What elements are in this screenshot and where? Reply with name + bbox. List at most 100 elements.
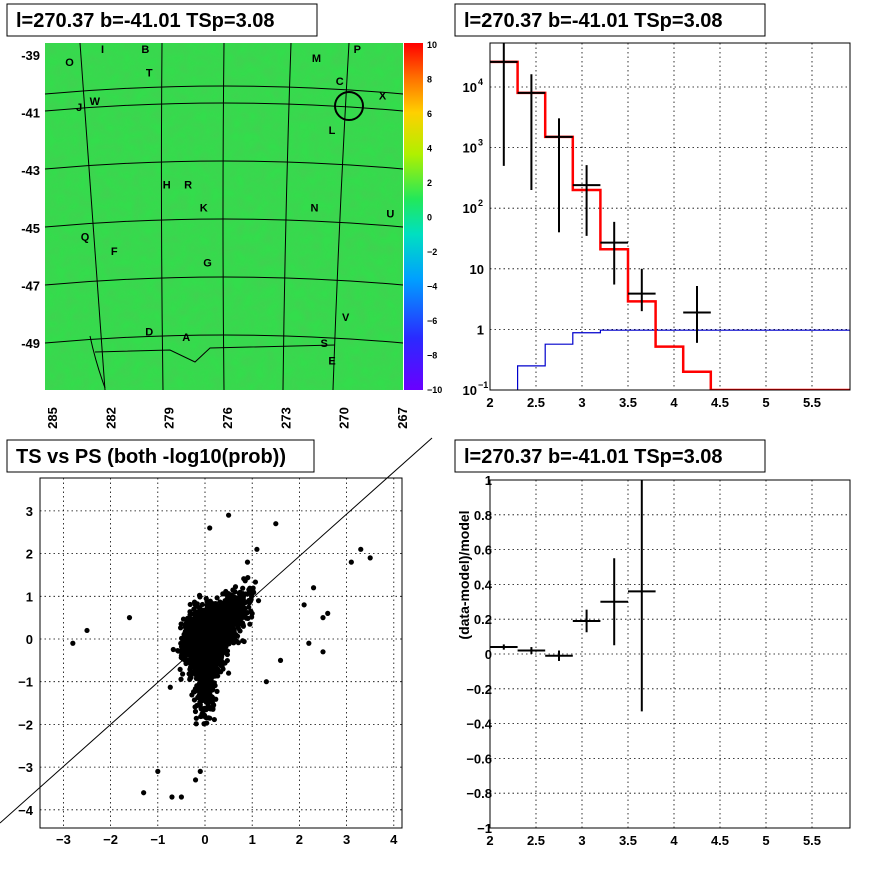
scatter-point	[198, 610, 205, 616]
scatter-point	[141, 790, 147, 796]
scatter-point	[218, 647, 224, 653]
scatter-point	[196, 592, 203, 598]
y-tick-label: −2	[18, 717, 33, 732]
data-point	[600, 221, 628, 285]
scatter-point	[211, 716, 217, 723]
scatter-point	[192, 666, 199, 672]
scatter-point	[209, 624, 216, 631]
x-tick-label: 267	[395, 407, 410, 429]
y-tick-labels: -39 -41 -43 -45 -47 -49	[21, 48, 40, 351]
scatter-point	[187, 661, 194, 667]
source-label-o: O	[65, 57, 74, 69]
scatter-point	[348, 559, 354, 565]
source-label-a: A	[182, 332, 190, 344]
y-tick-label: 0.2	[474, 612, 492, 627]
residual-point	[517, 647, 546, 654]
residual-panel: l=270.37 b=-41.01 TSp=3.08 2 2.5 3 3.5 4 4.5 5…	[454, 439, 851, 848]
source-label-r: R	[184, 180, 192, 192]
y-tick-label: 10	[463, 383, 477, 398]
source-label-q: Q	[81, 231, 90, 243]
y-tick-label: −1	[477, 821, 492, 836]
source-label-f: F	[111, 246, 118, 258]
source-label-c: C	[336, 76, 344, 88]
scatter-point	[202, 668, 208, 674]
scatter-point	[226, 512, 232, 518]
colorbar-ticks: 10 8 6 4 2 0 −2 −4 −6 −8 −10	[427, 40, 442, 395]
y-tick-exponent: 4	[478, 77, 483, 87]
reference-line	[0, 437, 433, 824]
source-label-b: B	[141, 44, 149, 56]
source-label-x: X	[379, 90, 387, 102]
scatter-point	[199, 625, 205, 632]
y-tick-label: -39	[21, 48, 40, 63]
source-label-j: J	[76, 102, 82, 114]
residual-point	[600, 558, 628, 646]
scatter-point	[194, 625, 200, 631]
x-tick-label: 279	[162, 407, 177, 429]
scatter-point	[240, 585, 246, 591]
scatter-point	[204, 598, 210, 605]
y-tick-label: −0.6	[466, 751, 492, 766]
x-tick-label: 3	[343, 832, 350, 847]
plot-frame	[489, 479, 851, 829]
grid	[490, 480, 850, 828]
colorbar-tick-label: 4	[427, 144, 432, 154]
y-tick-label: 0	[485, 647, 492, 662]
scatter-point	[180, 642, 186, 649]
y-tick-label: −3	[18, 760, 33, 775]
scatter-point	[358, 546, 364, 552]
scatter-point	[235, 612, 241, 618]
source-label-e: E	[328, 355, 335, 367]
scatter-point	[227, 612, 233, 618]
grid-meridian	[222, 42, 225, 391]
scatter-point	[170, 646, 176, 653]
x-tick-label: 0	[201, 832, 208, 847]
heatmap-texture	[45, 43, 403, 390]
scatter-point	[247, 621, 253, 627]
scatter-point	[237, 590, 243, 596]
panel-title-box	[6, 3, 318, 37]
scatter-point	[204, 604, 211, 610]
scatter-point	[226, 670, 232, 676]
scatter-point	[178, 676, 184, 682]
scatter-point	[191, 637, 197, 643]
x-tick-label: 2.5	[527, 833, 545, 848]
scatter-point	[198, 665, 204, 671]
residual-points	[490, 480, 656, 712]
scatter-point	[204, 646, 210, 652]
scatter-point	[249, 610, 255, 617]
scatter-point	[219, 663, 225, 669]
scatter-point	[199, 619, 205, 626]
scatter-point	[84, 627, 90, 634]
scatter-point	[207, 525, 213, 531]
data-point	[545, 118, 573, 233]
scatter-point	[217, 640, 223, 646]
scatter-point	[240, 623, 246, 629]
grid-meridian	[89, 335, 106, 389]
scatter-point	[203, 625, 210, 631]
panel-title-box	[454, 3, 766, 37]
scatter-point	[208, 675, 215, 681]
scatter-point	[273, 521, 279, 527]
scatter-point	[224, 648, 231, 654]
x-tick-label: 3	[578, 395, 585, 410]
source-label-s: S	[321, 338, 328, 350]
scatter-point	[244, 591, 250, 597]
x-tick-label: 2	[486, 395, 493, 410]
scatter-point	[180, 616, 187, 622]
x-tick-label: 5	[762, 833, 769, 848]
scatter-point	[251, 589, 257, 596]
scatter-point	[229, 596, 235, 602]
scatter-point	[236, 600, 242, 607]
colorbar-tick-label: 10	[427, 40, 437, 50]
source-label-v: V	[342, 312, 350, 324]
colorbar-tick-label: −2	[427, 247, 437, 257]
scatter-point	[186, 635, 192, 641]
scatter-panel: TS vs PS (both -log10(prob)) −3 −2 −1 0 1 2 3 4…	[0, 437, 433, 847]
scatter-point	[178, 621, 184, 627]
scatter-point	[247, 585, 253, 591]
scatter-point	[244, 559, 251, 565]
scatter-point	[193, 721, 199, 727]
model-step	[490, 60, 850, 390]
y-tick-label: 1	[477, 322, 484, 337]
